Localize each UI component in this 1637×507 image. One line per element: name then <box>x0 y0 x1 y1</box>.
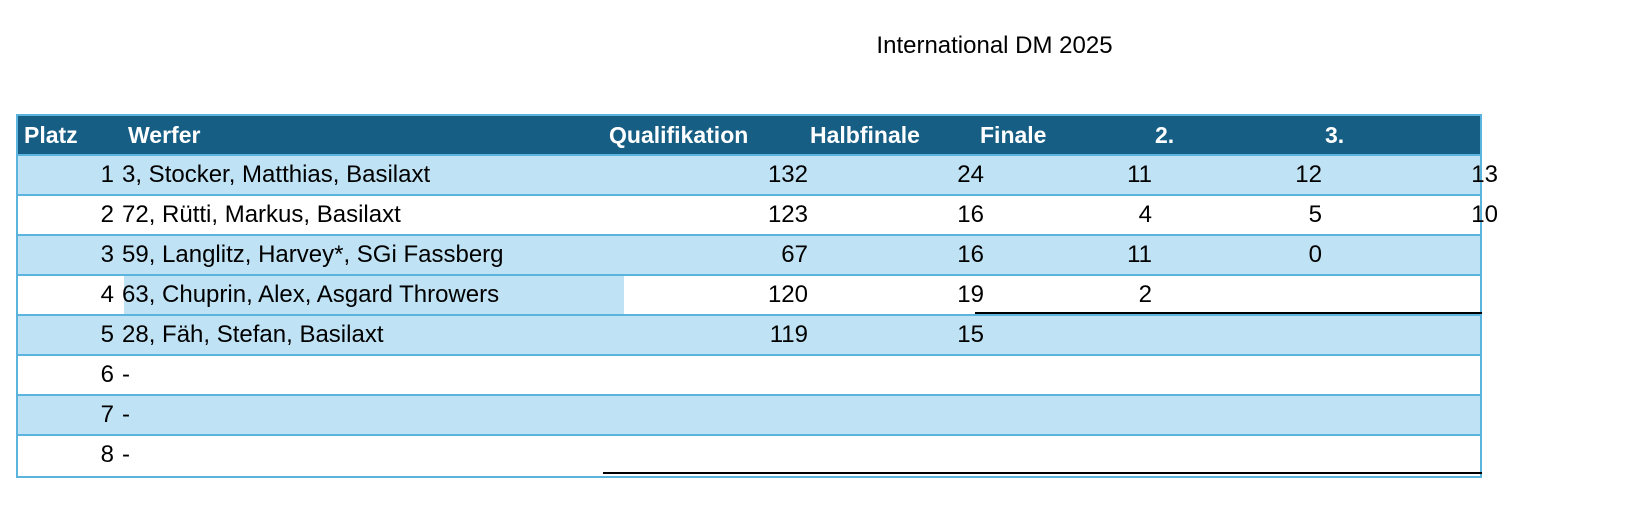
page-title: International DM 2025 <box>0 32 1637 60</box>
finale-cell: 11 <box>1127 161 1152 188</box>
rank-cell: 2 <box>100 201 114 228</box>
table-row: 8 - <box>18 436 1480 476</box>
rank-cell: 3 <box>100 241 114 268</box>
table-row: 3 59, Langlitz, Harvey*, SGi Fassberg 67… <box>18 236 1480 276</box>
finale-cell: 11 <box>1127 241 1152 268</box>
third-cell <box>1322 316 1498 354</box>
qualifikation-cell: 132 <box>767 161 808 188</box>
rank-cell: 8 <box>100 441 114 468</box>
third-cell: 10 <box>1471 201 1498 228</box>
thrower-cell: 72, Rütti, Markus, Basilaxt <box>122 201 401 228</box>
table-row: 6 - <box>18 356 1480 396</box>
header-qualifikation: Qualifikation <box>609 122 749 148</box>
third-cell <box>1322 276 1498 314</box>
thrower-cell: 28, Fäh, Stefan, Basilaxt <box>122 321 384 348</box>
title-text: International DM 2025 <box>876 32 1113 59</box>
thrower-cell: 3, Stocker, Matthias, Basilaxt <box>122 161 431 188</box>
header-second: 2. <box>1155 122 1175 148</box>
finale-cell <box>984 316 1152 354</box>
table-row: 4 63, Chuprin, Alex, Asgard Throwers 120… <box>18 276 1480 316</box>
header-platz: Platz <box>24 122 78 148</box>
third-cell: 13 <box>1471 161 1498 188</box>
rank-cell: 5 <box>100 321 114 348</box>
table-row: 7 - <box>18 396 1480 436</box>
halbfinale-cell: 15 <box>957 321 984 348</box>
thrower-cell: 63, Chuprin, Alex, Asgard Throwers <box>122 281 500 308</box>
thrower-cell: - <box>122 401 130 428</box>
thrower-cell: 59, Langlitz, Harvey*, SGi Fassberg <box>122 241 504 268</box>
table-bottom-rule <box>603 472 1482 474</box>
finale-underline <box>975 312 1482 314</box>
header-werfer: Werfer <box>128 122 201 148</box>
second-cell <box>1152 316 1322 354</box>
table-header-row: Platz Werfer Qualifikation Halbfinale Fi… <box>18 116 1480 156</box>
halbfinale-cell: 19 <box>957 281 984 308</box>
second-cell <box>1152 276 1322 314</box>
rank-cell: 7 <box>100 401 114 428</box>
rank-cell: 4 <box>100 281 114 308</box>
qualifikation-cell: 67 <box>781 241 808 268</box>
table-row: 1 3, Stocker, Matthias, Basilaxt 132 24 … <box>18 156 1498 196</box>
header-halbfinale: Halbfinale <box>810 122 920 148</box>
third-cell <box>1322 236 1498 274</box>
second-cell: 0 <box>1308 241 1322 268</box>
table-row: 2 72, Rütti, Markus, Basilaxt 123 16 4 5… <box>18 196 1498 236</box>
results-table: Platz Werfer Qualifikation Halbfinale Fi… <box>16 114 1498 478</box>
thrower-cell: - <box>122 441 130 468</box>
qualifikation-cell: 123 <box>767 201 808 228</box>
name-highlight <box>124 276 624 314</box>
qualifikation-cell: 119 <box>769 321 808 348</box>
finale-cell: 2 <box>1138 281 1152 308</box>
halbfinale-cell: 16 <box>957 241 984 268</box>
halbfinale-cell: 16 <box>957 201 984 228</box>
rank-cell: 1 <box>100 161 114 188</box>
thrower-cell: - <box>122 361 130 388</box>
second-cell: 12 <box>1295 161 1322 188</box>
header-finale: Finale <box>980 122 1047 148</box>
halbfinale-cell: 24 <box>957 161 984 188</box>
header-third: 3. <box>1325 122 1345 148</box>
table-row: 5 28, Fäh, Stefan, Basilaxt 119 15 <box>18 316 1480 356</box>
rank-cell: 6 <box>100 361 114 388</box>
second-cell: 5 <box>1308 201 1322 228</box>
qualifikation-cell: 120 <box>767 281 808 308</box>
finale-cell: 4 <box>1138 201 1152 228</box>
